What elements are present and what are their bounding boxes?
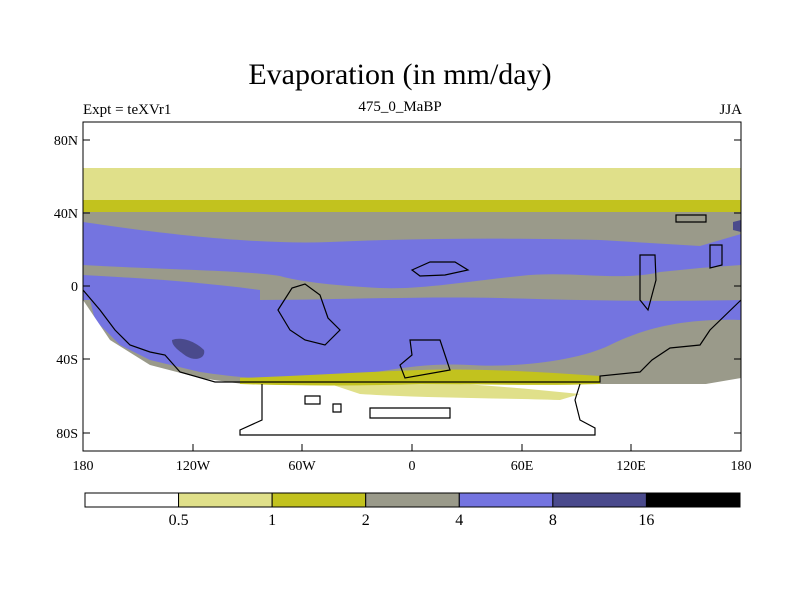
band-0.5-1-south: [330, 380, 580, 400]
evap-4-8-north: [83, 222, 741, 289]
low-evap-south: [83, 300, 741, 451]
lon-label-180w: 180: [73, 459, 94, 474]
experiment-label: Expt = teXVr1: [83, 102, 172, 118]
lon-label-120e: 120E: [616, 459, 646, 474]
colorbar-swatch-0: [84, 492, 180, 508]
season-label: JJA: [719, 102, 742, 118]
colorbar-label-3: 4: [455, 512, 463, 529]
colorbar-swatch-6: [645, 492, 741, 508]
lon-label-60e: 60E: [511, 459, 534, 474]
lat-label-0: 0: [71, 280, 78, 295]
lat-label-40n: 40N: [54, 207, 78, 222]
evap-8-16-east: [733, 220, 741, 232]
colorbar-swatch-2: [271, 492, 367, 508]
lon-label-180e: 180: [731, 459, 752, 474]
coastlines: [82, 214, 742, 436]
colorbar-label-1: 1: [268, 512, 276, 529]
lat-ticks: [83, 139, 741, 434]
lon-label-60w: 60W: [288, 459, 316, 474]
colorbar-swatch-5: [552, 492, 647, 508]
colorbar-label-2: 2: [362, 512, 370, 529]
lon-label-0: 0: [409, 459, 416, 474]
lat-label-80s: 80S: [56, 427, 78, 442]
colorbar-label-5: 16: [638, 512, 654, 529]
colorbar-label-0: 0.5: [169, 512, 189, 529]
lat-label-80n: 80N: [54, 134, 78, 149]
colorbar: 0.5 1 2 4 8 16: [84, 492, 741, 529]
map-title: Evaporation (in mm/day): [248, 58, 552, 91]
lon-label-120w: 120W: [176, 459, 211, 474]
colorbar-swatch-1: [178, 492, 273, 508]
colorbar-swatch-3: [365, 492, 460, 508]
evap-4-8-west: [83, 275, 260, 300]
period-label: 475_0_MaBP: [358, 99, 442, 115]
colorbar-swatch-4: [458, 492, 554, 508]
evap-4-8-south: [90, 297, 741, 380]
evap-8-16-patch: [172, 338, 205, 359]
lon-ticks: [82, 444, 742, 451]
lat-label-40s: 40S: [56, 353, 78, 368]
colorbar-label-4: 8: [549, 512, 557, 529]
